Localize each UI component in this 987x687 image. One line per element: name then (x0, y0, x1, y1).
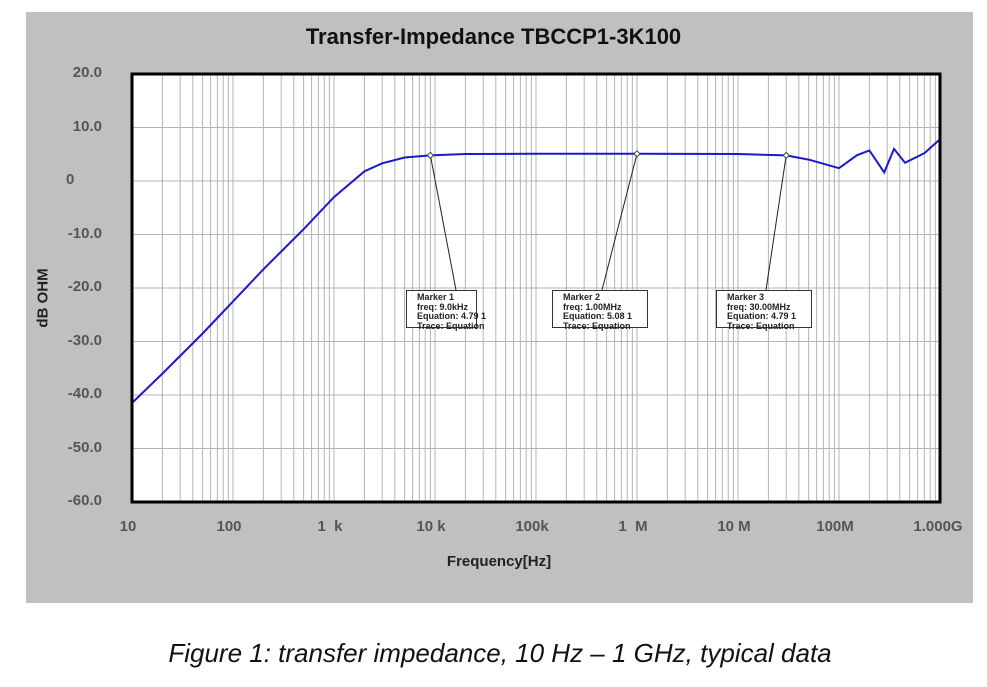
marker-3-trace: Trace: Equation (727, 320, 795, 331)
x-tick-label: 1 k (317, 518, 343, 535)
marker-1-label: Marker 1 (417, 292, 455, 302)
marker-1-box: Marker 1 freq: 9.0kHz Equation: 4.79 1 T… (406, 290, 487, 330)
y-tick-label: -10.0 (67, 224, 102, 242)
y-tick-label: 20.0 (72, 64, 102, 81)
y-tick-label: -30.0 (67, 331, 102, 349)
x-tick-label: 100k (515, 518, 549, 535)
marker-2-equation: Equation: 5.08 1 (563, 311, 633, 321)
marker-2-box: Marker 2 freq: 1.00MHz Equation: 5.08 1 … (552, 290, 648, 330)
y-tick-label: 0 (66, 171, 75, 188)
y-axis-label: dB OHM (34, 268, 52, 328)
marker-1-trace: Trace: Equation (417, 320, 485, 331)
y-tick-label: -20.0 (67, 278, 102, 295)
marker-3-equation: Equation: 4.79 1 (727, 311, 797, 321)
figure-caption: Figure 1: transfer impedance, 10 Hz – 1 … (168, 638, 832, 668)
marker-3-box: Marker 3 freq: 30.00MHz Equation: 4.79 1… (716, 290, 812, 330)
x-axis-label: Frequency[Hz] (446, 553, 552, 570)
marker-1-equation: Equation: 4.79 1 (417, 311, 487, 321)
x-tick-label: 1.000G (913, 518, 963, 535)
marker-2-trace: Trace: Equation (563, 320, 631, 331)
y-tick-label: -40.0 (67, 385, 102, 402)
marker-2-label: Marker 2 (563, 292, 601, 302)
x-tick-label: 100 (216, 518, 242, 535)
marker-leaders (426, 150, 790, 291)
x-tick-label: 10 (119, 518, 137, 535)
marker-1-freq: freq: 9.0kHz (417, 301, 469, 312)
marker-3-freq: freq: 30.00MHz (727, 301, 791, 312)
x-tick-label: 10 M (717, 518, 751, 535)
chart-title: Transfer-Impedance TBCCP1-3K100 (305, 24, 682, 49)
y-tick-label: -60.0 (67, 492, 102, 509)
grid-lines (132, 74, 940, 502)
trace-line (131, 138, 941, 404)
x-tick-label: 1 M (618, 518, 648, 535)
marker-3-label: Marker 3 (727, 292, 765, 302)
x-tick-label: 100M (816, 518, 854, 535)
marker-2-freq: freq: 1.00MHz (563, 301, 622, 312)
x-tick-label: 10 k (416, 518, 446, 535)
y-tick-label: 10.0 (72, 117, 102, 135)
y-tick-label: -50.0 (67, 438, 102, 456)
plot-border (130, 72, 942, 504)
